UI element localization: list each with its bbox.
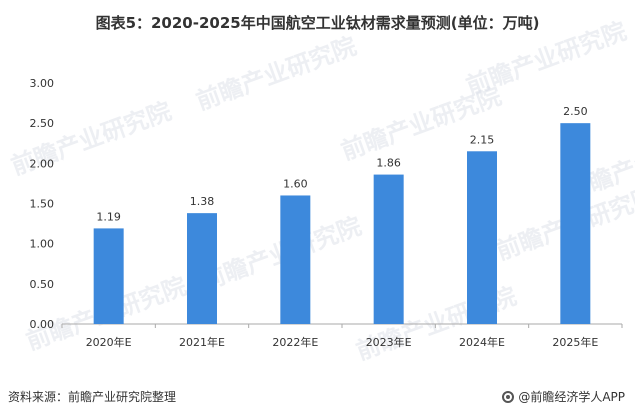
x-tick-label: 2021年E — [179, 335, 225, 349]
x-tick-label: 2024年E — [459, 335, 505, 349]
chart-title: 图表5：2020-2025年中国航空工业钛材需求量预测(单位：万吨) — [95, 14, 540, 32]
watermark-text: 前瞻产业研究院 — [462, 17, 629, 101]
data-label: 2.50 — [563, 105, 588, 118]
watermark-text: 前瞻产业研究院 — [192, 32, 359, 116]
y-axis: 0.00 0.50 1.00 1.50 2.00 2.50 3.00 — [30, 77, 55, 331]
x-tick-label: 2022年E — [272, 335, 318, 349]
y-tick-label: 1.00 — [30, 238, 55, 251]
x-tick-label: 2023年E — [366, 335, 412, 349]
brand-text: @前瞻经济学人APP — [518, 390, 625, 404]
y-tick-label: 0.50 — [30, 278, 55, 291]
x-tick-label: 2020年E — [86, 335, 132, 349]
bars-group: 1.19 1.38 1.60 1.86 2.15 2.50 — [93, 105, 591, 325]
data-label: 1.38 — [190, 195, 215, 208]
data-label: 1.19 — [96, 210, 121, 223]
bar — [187, 213, 217, 324]
bar — [373, 174, 404, 324]
data-label: 1.86 — [376, 157, 401, 170]
bar — [467, 151, 497, 324]
brand-credit: @前瞻经济学人APP — [502, 388, 625, 405]
bar — [93, 228, 124, 324]
x-axis: 2020年E 2021年E 2022年E 2023年E 2024年E 2025年E — [61, 324, 623, 349]
y-tick-label: 2.00 — [30, 157, 55, 170]
y-tick-label: 0.00 — [30, 318, 55, 331]
data-label: 2.15 — [470, 133, 495, 146]
source-note: 资料来源：前瞻产业研究院整理 — [8, 390, 177, 404]
brand-logo-icon — [502, 390, 515, 403]
y-tick-label: 3.00 — [30, 77, 55, 90]
bar — [560, 123, 591, 325]
y-tick-label: 1.50 — [30, 198, 55, 211]
x-tick-label: 2025年E — [552, 335, 598, 349]
data-label: 1.60 — [283, 177, 308, 190]
bar — [280, 195, 311, 324]
y-tick-label: 2.50 — [30, 117, 55, 130]
